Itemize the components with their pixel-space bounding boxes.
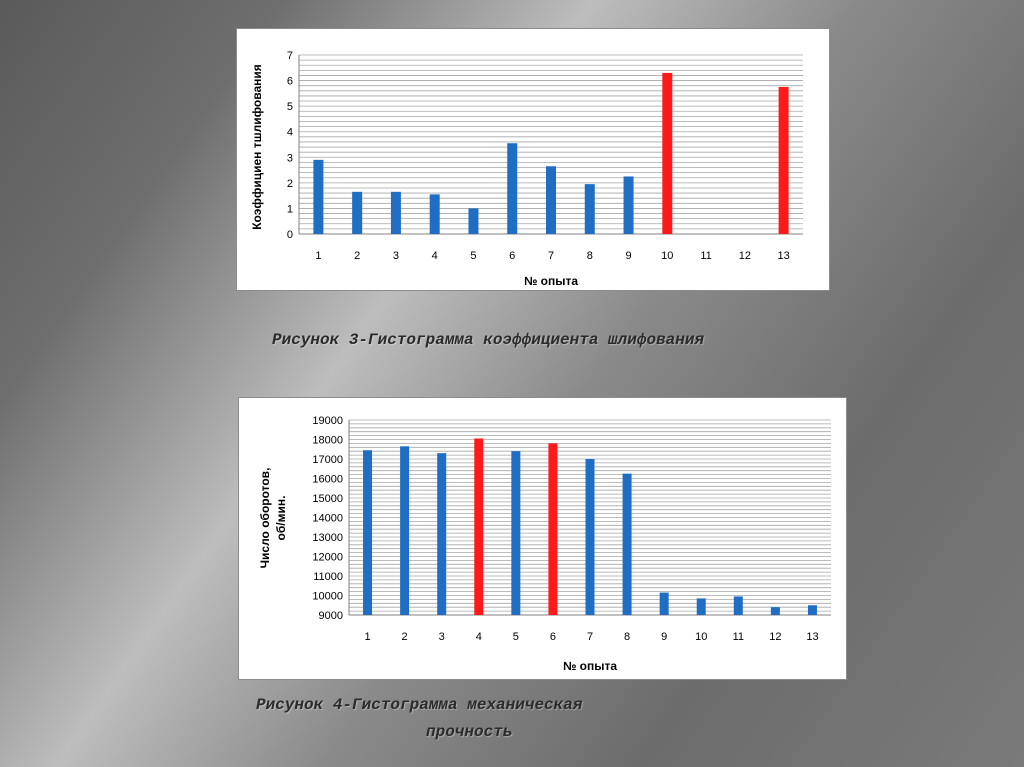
chart2-bar (400, 446, 410, 615)
chart1-x-tick-label: 5 (470, 250, 476, 262)
chart1-bar (546, 166, 556, 234)
chart1-x-tick-label: 7 (548, 250, 554, 262)
chart1-bar (584, 184, 595, 234)
chart1-x-tick-label: 1 (315, 250, 321, 262)
chart1-bar (507, 143, 518, 234)
chart1-y-tick-label: 3 (287, 152, 293, 164)
chart2-bar (585, 459, 595, 615)
chart1-bar (662, 72, 673, 235)
chart2-x-tick-label: 5 (513, 631, 519, 643)
chart1-x-tick-label: 2 (354, 250, 360, 262)
chart2-bar (511, 451, 521, 615)
chart1-bar (778, 86, 789, 234)
chart1-bar (429, 194, 440, 234)
chart2-x-tick-label: 1 (364, 631, 370, 643)
chart1-x-axis-title: № опыта (524, 274, 578, 288)
chart2-x-tick-label: 12 (769, 631, 781, 643)
chart1-y-tick-label: 4 (287, 127, 293, 139)
chart1-x-tick-label: 13 (777, 250, 789, 262)
chart2-x-axis-title: № опыта (563, 659, 617, 673)
chart1-y-tick-label: 5 (287, 101, 293, 113)
chart2-y-tick-label: 14000 (312, 513, 343, 525)
chart1-y-tick-label: 0 (287, 229, 293, 241)
chart1-y-tick-label: 2 (287, 178, 293, 190)
chart2-y-tick-label: 19000 (312, 415, 343, 427)
rotation-speed-chart-svg: 9000 10000 11000 12000 13000 14000 15000 16000 1… (258, 415, 831, 673)
chart2-x-tick-label: 8 (624, 631, 630, 643)
chart1-x-tick-label: 3 (393, 250, 399, 262)
chart2-y-tick-label: 17000 (312, 454, 343, 466)
chart2-y-tick-label: 13000 (312, 532, 343, 544)
chart1-bar (468, 208, 479, 234)
rotation-speed-chart: 9000 10000 11000 12000 13000 14000 15000 16000 1… (238, 397, 847, 680)
chart2-bar (770, 607, 780, 615)
chart1-x-tick-label: 12 (739, 250, 751, 262)
chart2-x-tick-label: 6 (550, 631, 556, 643)
chart1-x-tick-label: 9 (625, 250, 631, 262)
chart1-bar (623, 176, 634, 234)
chart2-bar (807, 605, 817, 615)
chart1-bar (352, 191, 363, 234)
chart2-y-axis-title-line1: Число оборотов, (258, 468, 272, 569)
chart2-bar (548, 443, 558, 615)
figure-4-caption-line2: прочность (426, 723, 513, 741)
figure-3-caption: Рисунок 3-Гистограмма коэффициента шлифо… (272, 331, 705, 349)
chart1-y-tick-label: 1 (287, 203, 293, 215)
chart2-y-tick-label: 16000 (312, 474, 343, 486)
chart2-x-tick-label: 13 (806, 631, 818, 643)
chart2-x-tick-label: 2 (402, 631, 408, 643)
chart1-x-tick-label: 4 (432, 250, 438, 262)
chart2-x-tick-label: 10 (695, 631, 707, 643)
chart1-x-tick-label: 8 (587, 250, 593, 262)
chart2-y-tick-label: 12000 (312, 552, 343, 564)
chart2-y-tick-label: 18000 (312, 435, 343, 447)
chart1-x-tick-label: 11 (700, 250, 711, 262)
chart2-bar (733, 596, 743, 615)
chart1-y-axis-title: Коэффициен тшлифования (250, 64, 264, 230)
chart2-bar (696, 598, 706, 615)
chart2-x-tick-label: 9 (661, 631, 667, 643)
chart2-y-tick-label: 15000 (312, 493, 343, 505)
chart2-y-axis-title-line2: об/мин. (274, 496, 288, 541)
chart2-x-tick-label: 4 (476, 631, 482, 643)
chart2-y-tick-label: 10000 (312, 591, 343, 603)
chart2-y-tick-label: 11000 (313, 571, 343, 583)
chart2-bar (363, 450, 373, 615)
chart1-y-tick-label: 7 (287, 50, 293, 62)
chart2-x-tick-label: 7 (587, 631, 593, 643)
chart1-y-tick-label: 6 (287, 76, 293, 88)
grinding-coefficient-chart: 0 1 2 3 4 5 6 7 1 2 3 4 5 6 7 8 9 10 11 12 13 № опыта Коэффици… (236, 28, 830, 291)
figure-4-caption-line1: Рисунок 4-Гистограмма механическая (256, 696, 583, 714)
chart2-x-tick-label: 11 (733, 631, 744, 643)
chart2-bar (474, 438, 484, 615)
chart2-y-tick-label: 9000 (319, 610, 343, 622)
chart1-bar (390, 191, 401, 234)
chart1-x-tick-label: 10 (661, 250, 673, 262)
chart2-bar (622, 473, 632, 615)
chart2-bar (437, 453, 447, 615)
chart1-x-tick-label: 6 (509, 250, 515, 262)
chart2-x-tick-label: 3 (439, 631, 445, 643)
chart2-bar (659, 592, 669, 615)
chart1-bar (313, 159, 324, 234)
